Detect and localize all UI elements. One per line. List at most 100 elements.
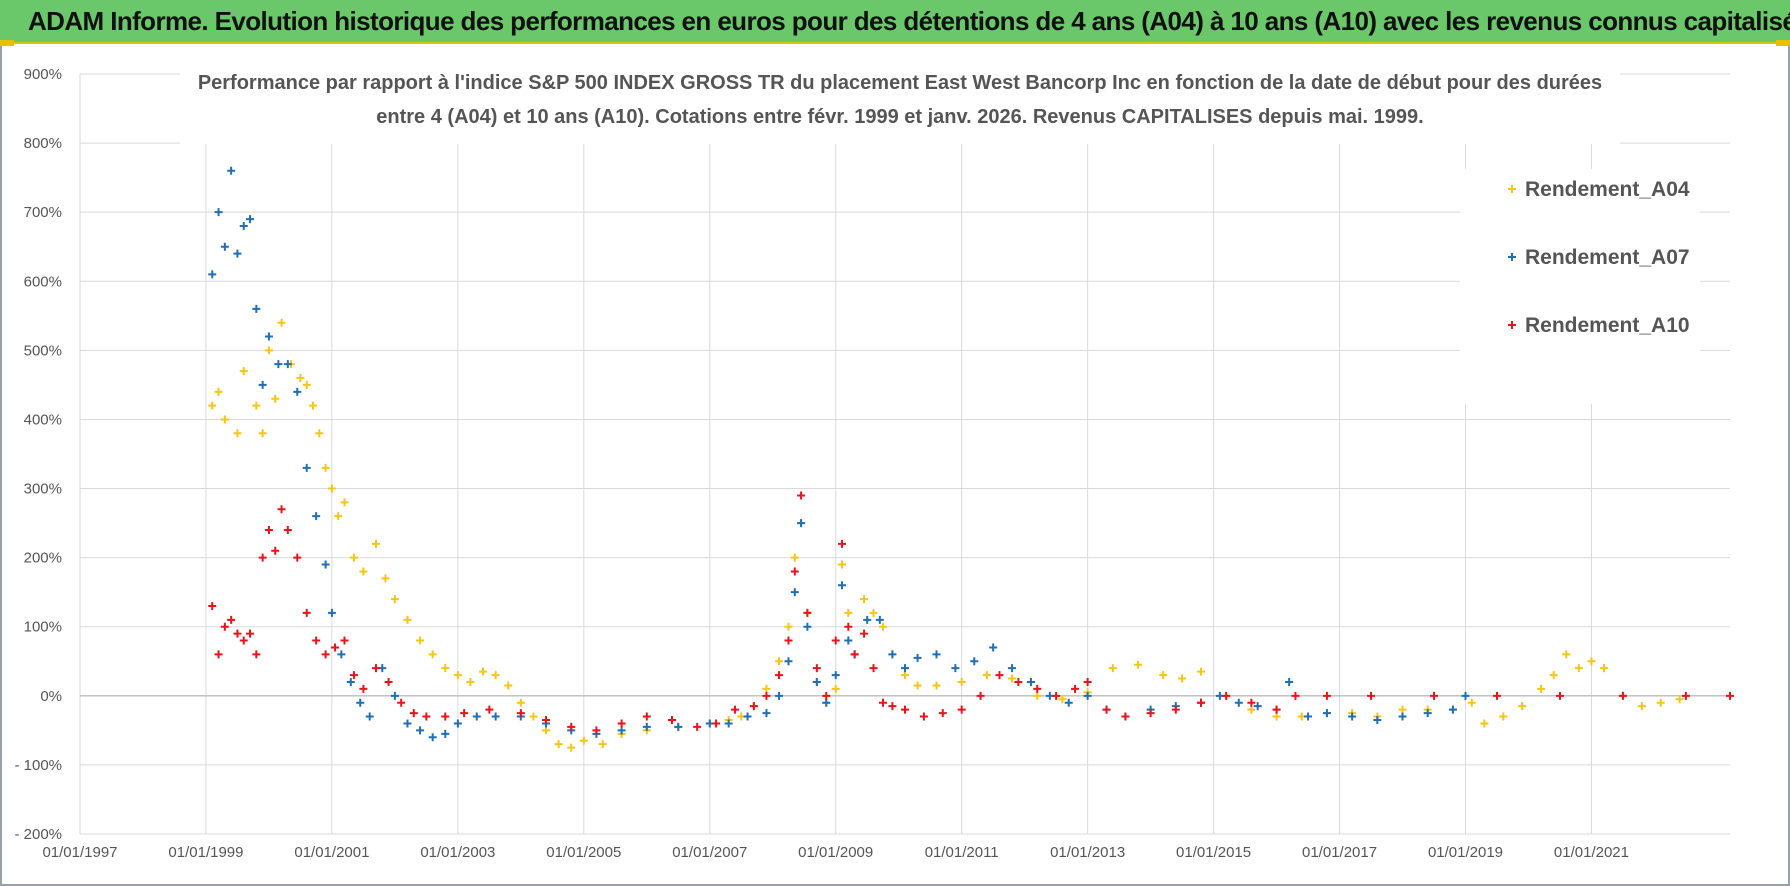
data-point — [762, 709, 771, 718]
data-point — [302, 380, 311, 389]
data-point — [428, 650, 437, 659]
data-point — [567, 722, 576, 731]
data-point — [208, 602, 217, 610]
data-point — [371, 539, 380, 548]
banner-corner-left — [0, 40, 14, 46]
y-tick-label: 700% — [24, 204, 62, 221]
y-tick-label: 200% — [24, 550, 62, 567]
data-point — [1285, 678, 1294, 686]
banner-corner-right — [1776, 40, 1790, 46]
data-point — [1600, 664, 1609, 673]
data-point — [730, 705, 739, 714]
data-point — [1026, 678, 1035, 686]
data-point — [878, 698, 887, 707]
data-point — [976, 691, 985, 700]
data-point — [271, 394, 280, 403]
data-point — [491, 712, 500, 721]
data-point — [749, 702, 758, 711]
data-point — [762, 684, 771, 693]
data-point — [1726, 691, 1734, 700]
data-point — [784, 636, 793, 645]
data-point — [293, 553, 302, 562]
data-point — [860, 595, 869, 604]
data-point — [208, 401, 217, 410]
data-point — [1064, 698, 1073, 707]
data-point — [932, 650, 941, 659]
data-point — [850, 650, 859, 659]
data-point — [233, 629, 242, 638]
data-point — [239, 636, 248, 645]
data-point — [1492, 691, 1501, 700]
data-point — [1008, 674, 1017, 683]
data-point — [283, 360, 292, 369]
data-point — [1562, 650, 1571, 659]
data-point — [1234, 698, 1243, 707]
data-point — [214, 650, 223, 659]
data-point — [1272, 712, 1281, 721]
data-point — [812, 664, 821, 673]
data-point — [220, 415, 229, 424]
data-point — [390, 595, 399, 604]
x-tick-label: 01/01/2013 — [1050, 844, 1125, 861]
data-point — [901, 705, 909, 714]
data-point — [312, 636, 321, 645]
data-point — [957, 678, 966, 686]
data-point — [312, 512, 321, 521]
data-point — [1618, 691, 1627, 700]
data-point — [1134, 660, 1143, 669]
data-point — [1222, 691, 1231, 700]
data-point — [797, 491, 806, 500]
data-point — [822, 698, 831, 707]
data-point — [542, 726, 551, 735]
data-point — [784, 622, 793, 631]
data-point — [838, 560, 847, 569]
y-tick-label: 800% — [24, 135, 62, 152]
data-point — [1373, 716, 1382, 724]
data-point — [274, 360, 283, 369]
data-point — [790, 567, 799, 576]
data-point — [878, 622, 887, 631]
data-point — [321, 560, 330, 569]
chart-gridlines — [79, 73, 1730, 835]
data-point — [258, 380, 267, 389]
legend-label: Rendement_A04 — [1525, 178, 1690, 201]
data-point — [913, 653, 922, 662]
data-point — [453, 671, 462, 680]
data-point — [970, 657, 979, 666]
data-point — [1083, 691, 1092, 700]
data-point — [775, 691, 784, 700]
chart-legend: Rendement_A04 Rendement_A07 Rendement_A10 — [1460, 169, 1700, 404]
chart-axes: - 200% - 100% 0% 100% 200% 300% 400% 500% 600% 70… — [14, 66, 1730, 861]
data-point — [1178, 674, 1187, 683]
data-point — [416, 726, 425, 735]
data-point — [1033, 684, 1042, 693]
y-tick-label: 100% — [24, 619, 62, 636]
data-point — [869, 608, 878, 617]
data-point — [784, 657, 793, 666]
data-point — [271, 546, 280, 555]
data-point — [863, 615, 872, 624]
data-point — [252, 650, 261, 659]
data-point — [1681, 691, 1690, 700]
data-point — [460, 709, 469, 718]
data-point — [466, 678, 475, 686]
data-point — [441, 729, 450, 738]
data-point — [901, 671, 909, 680]
data-point — [340, 498, 349, 507]
data-point — [803, 622, 812, 631]
data-point — [831, 671, 840, 680]
data-point — [803, 608, 812, 617]
data-point — [337, 650, 346, 659]
data-point — [252, 401, 261, 410]
data-point — [674, 722, 683, 731]
legend-marker — [1508, 185, 1516, 193]
data-point — [428, 733, 437, 742]
data-point — [667, 716, 676, 724]
data-point — [1304, 712, 1313, 721]
data-point — [485, 705, 494, 714]
data-point — [315, 429, 324, 438]
data-point — [1549, 671, 1558, 680]
y-tick-label: 900% — [24, 66, 62, 83]
data-point — [277, 505, 286, 514]
data-point — [554, 740, 563, 749]
